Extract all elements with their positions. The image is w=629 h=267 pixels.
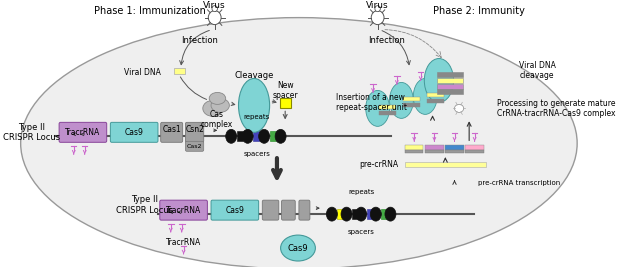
Ellipse shape bbox=[281, 235, 315, 261]
FancyBboxPatch shape bbox=[160, 122, 182, 142]
Bar bbox=[405, 145, 423, 150]
Text: Phase 2: Immunity: Phase 2: Immunity bbox=[433, 6, 525, 16]
Bar bbox=[237, 131, 243, 141]
Bar bbox=[465, 150, 484, 153]
Text: Cas2: Cas2 bbox=[187, 144, 203, 149]
Ellipse shape bbox=[425, 58, 454, 103]
Text: Processing to generate mature
CrRNA-tracrRNA-Cas9 complex: Processing to generate mature CrRNA-trac… bbox=[497, 99, 615, 118]
Text: repeats: repeats bbox=[348, 189, 374, 195]
Bar bbox=[379, 105, 396, 109]
Ellipse shape bbox=[209, 92, 226, 104]
Text: Viral DNA
cleavage: Viral DNA cleavage bbox=[520, 61, 557, 80]
FancyBboxPatch shape bbox=[299, 200, 310, 220]
Ellipse shape bbox=[371, 11, 384, 25]
Ellipse shape bbox=[21, 18, 577, 267]
Text: spacers: spacers bbox=[348, 229, 375, 235]
Ellipse shape bbox=[455, 104, 464, 112]
Bar bbox=[427, 99, 443, 103]
Text: pre-crRNA transcription: pre-crRNA transcription bbox=[478, 180, 560, 186]
Ellipse shape bbox=[375, 6, 381, 12]
Bar bbox=[367, 209, 372, 219]
Bar bbox=[437, 84, 463, 89]
Bar bbox=[174, 68, 186, 74]
Ellipse shape bbox=[226, 129, 237, 143]
Bar bbox=[465, 145, 484, 150]
Text: TracrRNA: TracrRNA bbox=[166, 238, 201, 246]
Bar bbox=[337, 209, 343, 219]
Text: Virus: Virus bbox=[203, 1, 226, 10]
FancyBboxPatch shape bbox=[110, 122, 158, 142]
Text: TracrRNA: TracrRNA bbox=[166, 206, 201, 215]
Bar bbox=[253, 131, 260, 141]
Ellipse shape bbox=[208, 11, 221, 25]
Text: Virus: Virus bbox=[366, 1, 389, 10]
Bar bbox=[437, 78, 463, 84]
FancyBboxPatch shape bbox=[262, 200, 279, 220]
Bar bbox=[425, 150, 443, 153]
Bar bbox=[403, 103, 420, 107]
Text: Type II
CRISPR Locus: Type II CRISPR Locus bbox=[3, 123, 60, 142]
FancyBboxPatch shape bbox=[186, 141, 204, 151]
FancyBboxPatch shape bbox=[160, 200, 208, 220]
Bar bbox=[437, 72, 463, 77]
Ellipse shape bbox=[259, 129, 270, 143]
FancyBboxPatch shape bbox=[282, 200, 295, 220]
Ellipse shape bbox=[389, 83, 413, 118]
Text: Infection: Infection bbox=[369, 36, 405, 45]
Text: Phase 1: Immunization: Phase 1: Immunization bbox=[94, 6, 206, 16]
Bar bbox=[427, 93, 443, 97]
Text: TracrRNA: TracrRNA bbox=[65, 128, 101, 137]
Bar bbox=[445, 150, 464, 153]
Ellipse shape bbox=[326, 207, 337, 221]
Text: spacers: spacers bbox=[243, 151, 270, 157]
Bar bbox=[403, 97, 420, 101]
Text: Insertion of a new
repeat-spacer unit: Insertion of a new repeat-spacer unit bbox=[337, 93, 408, 112]
Text: Cleavage: Cleavage bbox=[235, 71, 274, 80]
Bar bbox=[405, 150, 423, 153]
FancyBboxPatch shape bbox=[59, 122, 107, 142]
Ellipse shape bbox=[385, 207, 396, 221]
Ellipse shape bbox=[355, 207, 367, 221]
Bar bbox=[270, 131, 276, 141]
Ellipse shape bbox=[365, 91, 389, 126]
Text: Infection: Infection bbox=[181, 36, 218, 45]
Ellipse shape bbox=[341, 207, 352, 221]
Ellipse shape bbox=[242, 129, 253, 143]
Bar bbox=[280, 99, 291, 108]
Text: Cas1: Cas1 bbox=[162, 125, 181, 134]
Text: Type II
CRISPR Locus: Type II CRISPR Locus bbox=[116, 195, 173, 215]
Ellipse shape bbox=[370, 207, 381, 221]
Text: Cas
complex: Cas complex bbox=[201, 110, 233, 129]
Bar bbox=[405, 162, 486, 167]
Bar bbox=[437, 89, 463, 95]
Ellipse shape bbox=[212, 6, 218, 12]
Text: Cas9: Cas9 bbox=[225, 206, 244, 215]
Text: Cas9: Cas9 bbox=[125, 128, 143, 137]
Ellipse shape bbox=[275, 129, 286, 143]
Text: New
spacer: New spacer bbox=[272, 81, 298, 100]
Ellipse shape bbox=[211, 99, 230, 112]
Text: Csn2: Csn2 bbox=[185, 125, 204, 134]
Ellipse shape bbox=[203, 100, 223, 116]
Bar bbox=[379, 111, 396, 115]
Text: Viral DNA: Viral DNA bbox=[124, 68, 160, 77]
Ellipse shape bbox=[413, 78, 437, 114]
FancyBboxPatch shape bbox=[211, 200, 259, 220]
Bar bbox=[445, 145, 464, 150]
Text: pre-crRNA: pre-crRNA bbox=[360, 160, 399, 169]
Bar bbox=[425, 145, 443, 150]
Text: Cas9: Cas9 bbox=[287, 244, 308, 253]
Bar bbox=[381, 209, 387, 219]
FancyBboxPatch shape bbox=[186, 122, 204, 142]
Bar bbox=[352, 209, 357, 219]
Ellipse shape bbox=[238, 78, 270, 132]
Text: repeats: repeats bbox=[243, 114, 270, 120]
